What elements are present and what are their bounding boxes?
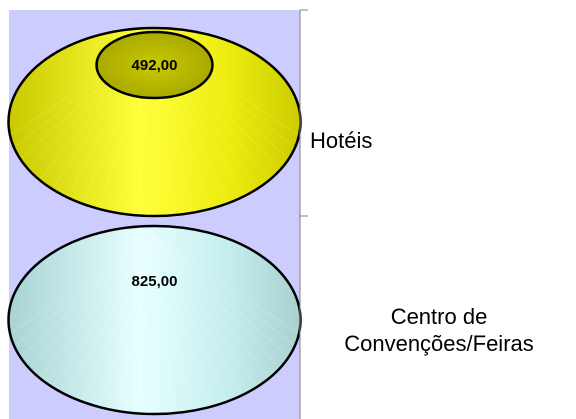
category-label-line: Hotéis [310, 127, 373, 153]
cone-top-hoteis [95, 30, 214, 100]
category-label-line: Centro de [390, 304, 488, 329]
category-label-line: Convenções/Feiras [344, 331, 534, 356]
cone-shading-centro-de-convencoes-feiras [12, 235, 297, 413]
category-label-hoteis: Hotéis [310, 127, 372, 154]
data-label-hoteis: 492,00 [132, 57, 178, 74]
category-label-centro-de-convencoes-feiras: Centro de Convenções/Feiras [310, 303, 568, 357]
data-label-centro-de-convencoes-feiras: 825,00 [132, 273, 178, 290]
